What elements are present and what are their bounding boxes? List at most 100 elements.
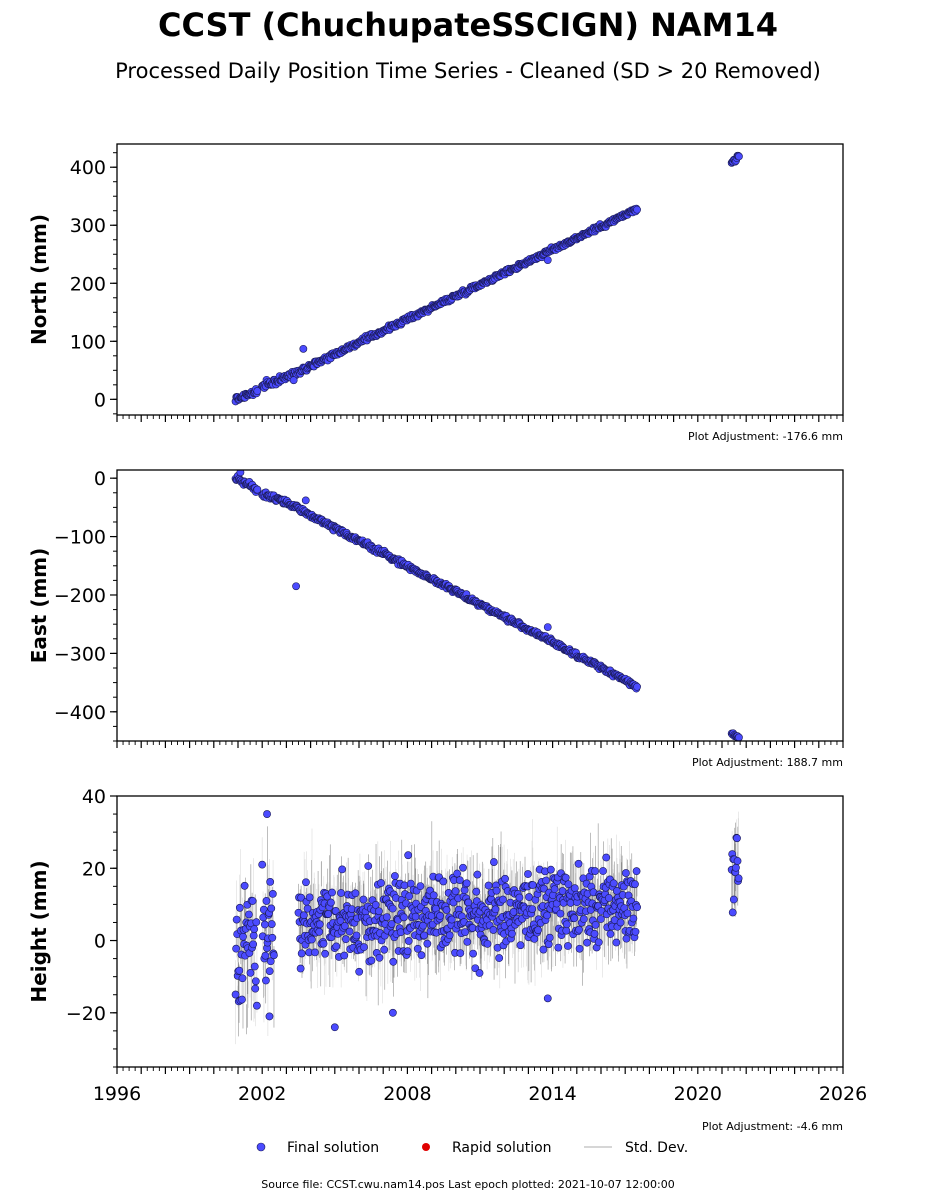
data-point: [556, 909, 565, 918]
data-point: [266, 957, 275, 966]
data-point: [728, 908, 737, 917]
data-point: [251, 984, 260, 993]
outlier-point: [330, 1023, 339, 1032]
plot-adjustment-note: Plot Adjustment: -176.6 mm: [688, 430, 843, 443]
data-point: [232, 915, 241, 924]
data-layer: [231, 810, 743, 1045]
data-point: [544, 940, 553, 949]
data-point: [597, 915, 605, 923]
legend-final-label: Final solution: [287, 1140, 379, 1156]
data-point: [253, 485, 262, 494]
data-point: [248, 897, 257, 905]
data-point: [267, 904, 276, 913]
y-tick-label: 0: [94, 931, 106, 953]
y-tick-label: 300: [70, 215, 106, 237]
y-tick-label: 40: [82, 786, 106, 808]
y-tick-label: 200: [70, 273, 106, 295]
data-point: [270, 951, 278, 960]
data-point: [315, 920, 324, 929]
data-point: [475, 969, 484, 977]
data-point: [404, 937, 413, 945]
data-point: [545, 933, 554, 942]
data-point: [499, 895, 507, 904]
data-point: [539, 945, 548, 954]
data-point: [575, 925, 583, 934]
data-point: [251, 977, 260, 986]
legend-rapid-label: Rapid solution: [452, 1140, 552, 1156]
data-point: [371, 900, 380, 909]
data-point: [252, 918, 261, 927]
data-point: [562, 920, 571, 929]
legend-rapid-marker: [422, 1143, 430, 1151]
data-point: [423, 939, 432, 948]
data-point: [396, 928, 405, 937]
y-tick-label: 0: [94, 389, 106, 411]
data-point: [337, 889, 345, 897]
data-point: [265, 967, 274, 976]
data-point: [623, 909, 632, 918]
data-point: [729, 895, 738, 904]
data-point: [340, 951, 349, 960]
outlier-point: [263, 810, 271, 818]
data-point: [238, 995, 246, 1004]
data-point: [351, 889, 360, 898]
data-point: [324, 910, 333, 918]
data-point: [528, 905, 537, 913]
data-point: [469, 949, 478, 958]
data-point: [735, 152, 743, 161]
chart-title: CCST (ChuchupateSSCIGN) NAM14: [158, 6, 778, 44]
data-point: [261, 951, 270, 960]
data-point: [252, 1001, 261, 1010]
data-point: [250, 962, 259, 971]
y-axis-label: North (mm): [27, 214, 51, 345]
data-point: [459, 863, 467, 872]
data-point: [400, 881, 409, 890]
data-point: [516, 941, 525, 950]
data-point: [262, 976, 270, 985]
data-point: [468, 924, 477, 932]
outlier-point: [543, 256, 552, 264]
data-point: [546, 865, 555, 874]
legend-final-marker: [256, 1142, 266, 1152]
data-point: [355, 967, 364, 976]
data-point: [420, 931, 429, 940]
plot-adjustment-note: Plot Adjustment: 188.7 mm: [692, 756, 843, 769]
data-point: [540, 884, 548, 893]
y-tick-label: 20: [82, 858, 106, 880]
plot-frame: [116, 143, 844, 416]
source-footer: Source file: CCST.cwu.nam14.pos Last epo…: [261, 1178, 674, 1191]
data-point: [303, 904, 312, 913]
legend: Final solution Rapid solution Std. Dev.: [256, 1140, 688, 1156]
data-point: [387, 920, 396, 928]
data-point: [359, 895, 368, 904]
data-point: [250, 925, 259, 933]
data-point: [389, 957, 398, 966]
outlier-point: [299, 344, 308, 353]
data-point: [341, 935, 350, 944]
data-point: [631, 927, 640, 936]
data-point: [599, 867, 607, 875]
outlier-point: [543, 994, 552, 1003]
data-point: [633, 205, 641, 214]
data-point: [515, 893, 524, 902]
data-point: [268, 933, 277, 942]
data-point: [590, 929, 599, 938]
data-point: [574, 859, 583, 868]
data-point: [340, 922, 349, 930]
data-point: [732, 863, 740, 872]
data-point: [347, 905, 356, 914]
data-point: [632, 867, 641, 876]
data-point: [240, 881, 249, 890]
data-point: [258, 860, 267, 869]
data-point: [543, 911, 552, 920]
data-point: [249, 940, 258, 949]
x-tick-label: 2002: [238, 1083, 286, 1105]
data-point: [253, 387, 262, 395]
data-point: [622, 869, 630, 877]
data-point: [734, 874, 743, 883]
data-point: [235, 903, 244, 912]
data-point: [495, 954, 504, 962]
data-point: [235, 966, 244, 975]
data-point: [604, 894, 613, 902]
